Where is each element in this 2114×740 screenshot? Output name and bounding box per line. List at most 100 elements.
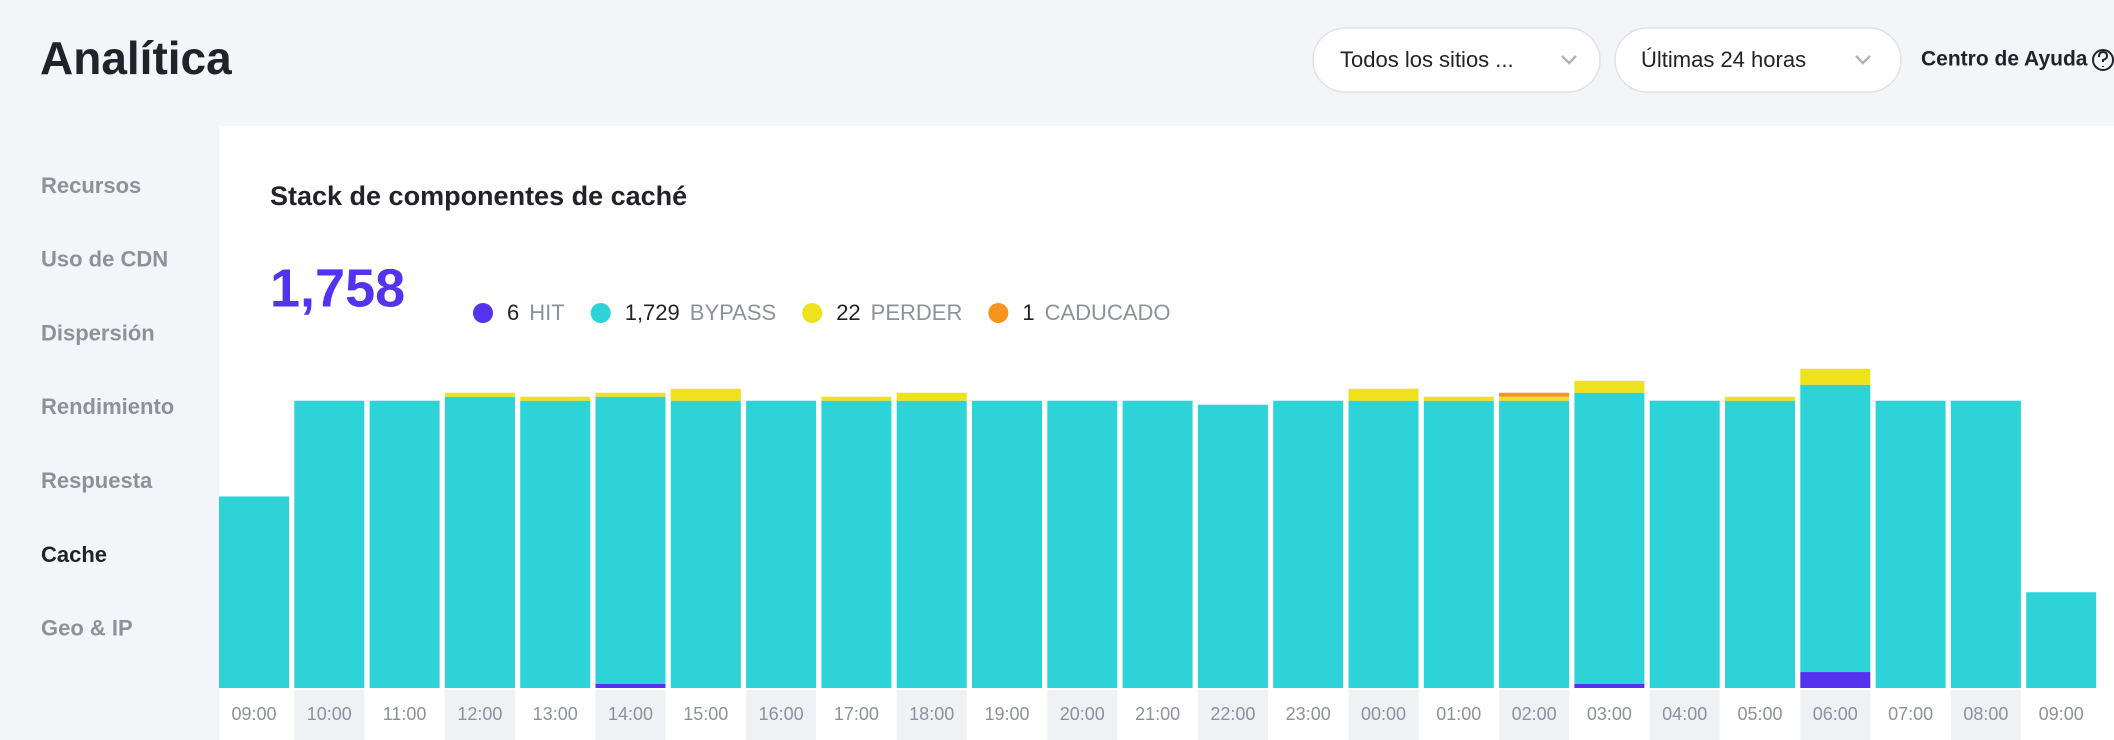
bar-segment: [1122, 400, 1193, 688]
x-tick-label: 13:00: [533, 704, 578, 724]
x-tick-label: 09:00: [231, 704, 276, 724]
x-tick-label: 07:00: [1888, 704, 1933, 724]
bar-segment: [1047, 400, 1118, 688]
nav-item[interactable]: Geo & IP: [41, 616, 133, 641]
sidebar: Recursos Uso de CDN Dispersión Rendimiento R…: [41, 173, 174, 641]
x-label-bg: [1800, 690, 1871, 740]
legend-name: BYPASS: [690, 300, 776, 325]
legend-name: HIT: [529, 300, 564, 325]
x-tick-label: 19:00: [984, 704, 1029, 724]
legend-total: 1: [1022, 300, 1034, 325]
bar-segment: [1574, 684, 1645, 688]
nav-item[interactable]: Dispersión: [41, 320, 155, 345]
bar-segment: [972, 400, 1042, 688]
bar-segment: [294, 400, 365, 688]
nav-item[interactable]: Recursos: [41, 173, 141, 198]
x-tick-label: 21:00: [1135, 704, 1180, 724]
bar-segment: [1499, 392, 1570, 397]
filter-dropdown[interactable]: Todos los sitios ...: [1312, 27, 1601, 93]
bar-segment: [821, 396, 892, 401]
x-tick-label: 06:00: [1813, 704, 1858, 724]
legend: 6 HIT 1,729 BYPASS 22 PERDER 1 CADUCADO: [473, 300, 1171, 325]
bar-segment: [670, 400, 741, 688]
bar-segment: [444, 392, 515, 397]
bar-segment: [1348, 400, 1419, 688]
x-tick-label: 20:00: [1060, 704, 1105, 724]
nav-item[interactable]: Rendimiento: [41, 394, 174, 419]
x-tick-label: 08:00: [1963, 704, 2008, 724]
bar-segment: [595, 392, 666, 397]
bar-segment: [1499, 396, 1570, 401]
help-link[interactable]: Centro de Ayuda: [1921, 48, 2088, 71]
dropdown-label[interactable]: Todos los sitios ...: [1340, 47, 1514, 72]
x-tick-label: 16:00: [759, 704, 804, 724]
bar-segment: [444, 396, 515, 688]
filter-dropdown[interactable]: Últimas 24 horas: [1614, 27, 1902, 93]
x-tick-label: 00:00: [1361, 704, 1406, 724]
legend-total: 22: [836, 300, 860, 325]
bar-segment: [1499, 400, 1570, 688]
bar-segment: [520, 400, 591, 688]
x-tick-label: 01:00: [1436, 704, 1481, 724]
bar-segment: [1273, 400, 1344, 688]
bar-segment: [896, 392, 967, 401]
x-tick-label: 02:00: [1512, 704, 1557, 724]
bar-segment: [219, 496, 289, 688]
x-tick-label: 18:00: [909, 704, 954, 724]
x-tick-label: 03:00: [1587, 704, 1632, 724]
plot: 09:00 10:00 11:00 12:00 13:00 14:00 15:00 16:00…: [219, 368, 2097, 740]
x-label-bg: [1649, 690, 1720, 740]
bar-segment: [1197, 404, 1268, 688]
bar-segment: [1800, 384, 1871, 673]
x-label-bg: [595, 690, 666, 740]
x-label-bg: [746, 690, 817, 740]
bar-segment: [670, 388, 741, 401]
nav-item[interactable]: Cache: [41, 542, 107, 567]
chart-title: Stack de componentes de caché: [270, 181, 687, 211]
x-label-bg: [294, 690, 365, 740]
bar-segment: [1423, 396, 1494, 401]
bar-segment: [2026, 592, 2097, 688]
x-label-bg: [1499, 690, 1570, 740]
chevron: [1855, 55, 1871, 65]
bar-segment: [1649, 400, 1720, 688]
legend-name: CADUCADO: [1045, 300, 1171, 325]
total-count: 1,758: [270, 258, 405, 318]
bar-segment: [1348, 388, 1419, 401]
dropdown-box[interactable]: [1312, 27, 1601, 93]
legend-total: 1,729: [625, 300, 680, 325]
bar-segment: [595, 684, 666, 688]
help-icon[interactable]: [2092, 49, 2114, 71]
bar-segment: [1800, 672, 1871, 688]
x-tick-label: 11:00: [383, 704, 427, 724]
nav-item[interactable]: Respuesta: [41, 468, 153, 493]
bar-segment: [1725, 400, 1795, 688]
legend-swatch: [802, 303, 823, 323]
x-tick-label: 23:00: [1286, 704, 1331, 724]
legend-swatch: [590, 303, 611, 323]
bar-segment: [520, 396, 591, 401]
bar-segment: [1574, 380, 1645, 393]
dropdown-label[interactable]: Últimas 24 horas: [1641, 47, 1806, 72]
bar-segment: [369, 400, 440, 688]
legend-name: PERDER: [871, 300, 963, 325]
nav-item[interactable]: Uso de CDN: [41, 247, 168, 272]
dropdown-box[interactable]: [1614, 27, 1902, 93]
chevron: [1561, 55, 1577, 65]
x-tick-label: 22:00: [1210, 704, 1255, 724]
bar-segment: [1423, 400, 1494, 688]
bar-segment: [1875, 400, 1946, 688]
x-label-bg: [1197, 690, 1268, 740]
x-label-bg: [1047, 690, 1118, 740]
bar-segment: [1574, 392, 1645, 685]
bar-segment: [1800, 368, 1871, 385]
x-tick-label: 09:00: [2039, 704, 2084, 724]
x-tick-label: 04:00: [1662, 704, 1707, 724]
x-label-bg: [444, 690, 515, 740]
help-circle[interactable]: [2092, 49, 2114, 71]
bar-segment: [896, 400, 967, 688]
x-tick-label: 15:00: [683, 704, 728, 724]
help-glyph: [2098, 50, 2109, 67]
bar-segment: [1950, 400, 2021, 688]
